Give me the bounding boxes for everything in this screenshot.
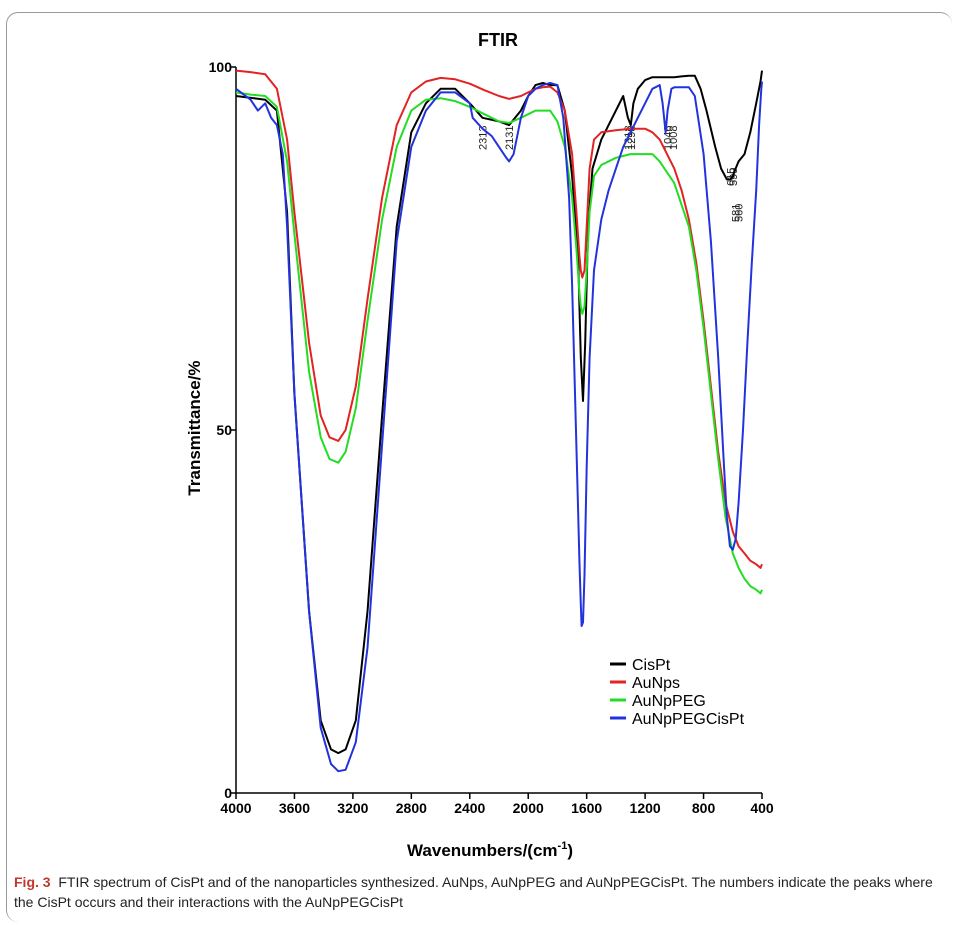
legend-label: AuNpPEGCisPt: [632, 711, 745, 728]
x-tick-label: 4000: [220, 800, 251, 816]
x-tick-label: 800: [692, 800, 716, 816]
peak-label: 560: [734, 204, 746, 222]
figure-frame: [6, 12, 952, 922]
chart-title: FTIR: [478, 30, 518, 50]
x-tick-label: 2400: [454, 800, 485, 816]
x-tick-label: 1600: [571, 800, 602, 816]
y-axis-label: Transmittance/%: [185, 360, 204, 495]
legend-label: CisPt: [632, 657, 671, 674]
series-line-aunppeg: [235, 91, 763, 595]
axes: 4000 3600 3200 2800 2400 2000 1600 1200 800 40005…: [209, 59, 774, 816]
legend-label: AuNpPEG: [632, 693, 706, 710]
series-line-cispt: [235, 70, 763, 755]
peak-label: 1008: [668, 126, 680, 150]
x-tick-label: 3200: [337, 800, 368, 816]
x-axis-label-main: Wavenumbers/(cm: [407, 841, 558, 860]
y-tick-label: 0: [224, 785, 232, 801]
ftir-chart: FTIR 4000 3600 3200 2800 2400 2000 1600 1200 800…: [185, 30, 774, 860]
caption-text: FTIR spectrum of CisPt and of the nanopa…: [14, 874, 933, 910]
caption-label: Fig. 3: [14, 874, 51, 890]
x-tick-label: 2800: [396, 800, 427, 816]
x-axis-label-sup: -1: [558, 840, 568, 852]
x-tick-label: 3600: [279, 800, 310, 816]
peak-label: 2131: [504, 126, 516, 150]
y-tick-label: 50: [216, 422, 232, 438]
x-axis-label-suffix: ): [567, 841, 573, 860]
series-line-aunppegcispt: [235, 81, 763, 773]
y-tick-label: 100: [209, 59, 233, 75]
legend-label: AuNps: [632, 675, 680, 692]
peak-label: 1298: [626, 126, 638, 150]
peak-label: 599: [728, 168, 740, 186]
x-tick-label: 2000: [513, 800, 544, 816]
x-axis-label: Wavenumbers/(cm-1): [407, 840, 573, 860]
x-tick-label: 400: [750, 800, 774, 816]
x-tick-label: 1200: [630, 800, 661, 816]
series-lines: [235, 69, 763, 773]
figure-caption: Fig. 3 FTIR spectrum of CisPt and of the…: [14, 872, 944, 912]
peak-label: 581: [731, 204, 743, 222]
